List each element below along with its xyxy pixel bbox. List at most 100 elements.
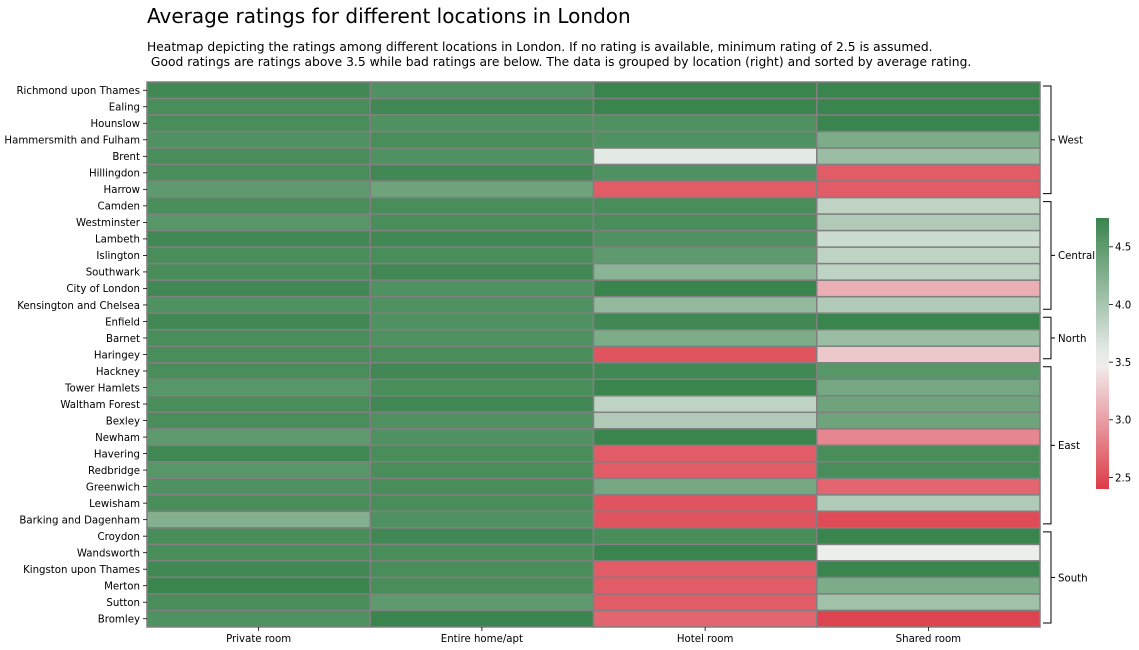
- heatmap-cell: [592, 229, 818, 248]
- heatmap-cell: [146, 576, 371, 595]
- heatmap-cell: [369, 279, 595, 298]
- row-label: Barnet: [106, 334, 140, 345]
- heatmap-cell: [816, 395, 1041, 414]
- chart-subtitle: Heatmap depicting the ratings among diff…: [147, 40, 972, 69]
- heatmap-cell: [369, 328, 595, 347]
- heatmap-cell: [816, 494, 1041, 513]
- heatmap-cell: [146, 295, 371, 314]
- row-label: Haringey: [94, 350, 140, 361]
- heatmap-cell: [369, 196, 595, 215]
- row-label: Bromley: [98, 615, 140, 626]
- heatmap-cell: [369, 477, 595, 496]
- heatmap-cell: [146, 494, 371, 513]
- heatmap-cell: [369, 229, 595, 248]
- heatmap-cell: [146, 229, 371, 248]
- heatmap-cell: [146, 461, 371, 480]
- heatmap-cell: [816, 593, 1041, 612]
- heatmap-cell: [592, 461, 818, 480]
- row-label: Barking and Dagenham: [19, 515, 140, 526]
- heatmap-cell: [369, 213, 595, 232]
- heatmap-cell: [816, 609, 1041, 628]
- heatmap-cell: [816, 262, 1041, 281]
- row-label: Ealing: [109, 103, 140, 114]
- heatmap-cell: [816, 444, 1041, 463]
- heatmap-cell: [369, 510, 595, 529]
- group-bracket: [1043, 531, 1052, 624]
- colorbar-tick-label: 3.0: [1115, 416, 1131, 427]
- row-label: Croydon: [98, 532, 141, 543]
- heatmap-cell: [592, 196, 818, 215]
- heatmap-cell: [369, 97, 595, 116]
- heatmap-cell: [592, 163, 818, 182]
- heatmap-cell: [146, 593, 371, 612]
- heatmap-cell: [146, 362, 371, 381]
- heatmap-cell: [816, 560, 1041, 579]
- colorbar: [1096, 218, 1109, 489]
- row-label: Hammersmith and Fulham: [4, 136, 140, 147]
- group-label: East: [1058, 441, 1080, 452]
- heatmap-cell: [592, 328, 818, 347]
- row-label: Harrow: [104, 185, 140, 196]
- row-label: Sutton: [106, 598, 140, 609]
- heatmap-cell: [592, 312, 818, 331]
- heatmap-cell: [146, 395, 371, 414]
- row-label: Westminster: [76, 218, 141, 229]
- heatmap-cell: [146, 130, 371, 149]
- heatmap-cell: [369, 461, 595, 480]
- heatmap-cell: [146, 560, 371, 579]
- heatmap-cell: [146, 213, 371, 232]
- heatmap-cell: [592, 97, 818, 116]
- row-label: Wandsworth: [77, 548, 140, 559]
- column-label: Shared room: [896, 634, 962, 645]
- heatmap-cell: [146, 510, 371, 529]
- group-label: South: [1058, 573, 1088, 584]
- heatmap-cell: [816, 213, 1041, 232]
- heatmap-cell: [592, 180, 818, 199]
- group-bracket: [1043, 201, 1052, 310]
- row-label: Richmond upon Thames: [16, 86, 140, 97]
- heatmap-cell: [146, 609, 371, 628]
- heatmap-cell: [816, 362, 1041, 381]
- heatmap-cell: [592, 262, 818, 281]
- heatmap-cell: [369, 411, 595, 430]
- group-label: North: [1058, 334, 1087, 345]
- heatmap-cell: [816, 477, 1041, 496]
- heatmap-cell: [592, 345, 818, 364]
- heatmap-cell: [146, 279, 371, 298]
- heatmap-cell: [146, 147, 371, 166]
- heatmap-cell: [369, 362, 595, 381]
- heatmap-cell: [369, 163, 595, 182]
- row-label: Brent: [112, 152, 140, 163]
- heatmap-cell: [369, 180, 595, 199]
- heatmap-cell: [369, 246, 595, 265]
- group-bracket: [1043, 316, 1052, 360]
- heatmap-cell: [816, 114, 1041, 133]
- heatmap-cell: [592, 543, 818, 562]
- heatmap-cell: [369, 147, 595, 166]
- heatmap-cell: [369, 494, 595, 513]
- heatmap-cell: [816, 163, 1041, 182]
- group-label: Central: [1058, 251, 1095, 262]
- heatmap-cell: [369, 576, 595, 595]
- colorbar-tick-label: 4.5: [1115, 243, 1131, 254]
- heatmap-cell: [369, 543, 595, 562]
- heatmap-cell: [816, 576, 1041, 595]
- heatmap-cell: [146, 163, 371, 182]
- heatmap-cell: [146, 81, 371, 100]
- heatmap-cell: [816, 246, 1041, 265]
- heatmap-cell: [146, 246, 371, 265]
- row-label: Newham: [95, 433, 140, 444]
- group-bracket: [1043, 85, 1052, 195]
- heatmap-cell: [146, 378, 371, 397]
- heatmap-cell: [592, 279, 818, 298]
- heatmap-cell: [592, 560, 818, 579]
- heatmap-cell: [592, 378, 818, 397]
- group-label: West: [1058, 136, 1083, 147]
- colorbar-tick-label: 2.5: [1115, 473, 1131, 484]
- heatmap-cell: [816, 196, 1041, 215]
- row-label: Lewisham: [89, 499, 140, 510]
- heatmap-cell: [592, 444, 818, 463]
- heatmap-cell: [146, 428, 371, 447]
- heatmap-cell: [369, 81, 595, 100]
